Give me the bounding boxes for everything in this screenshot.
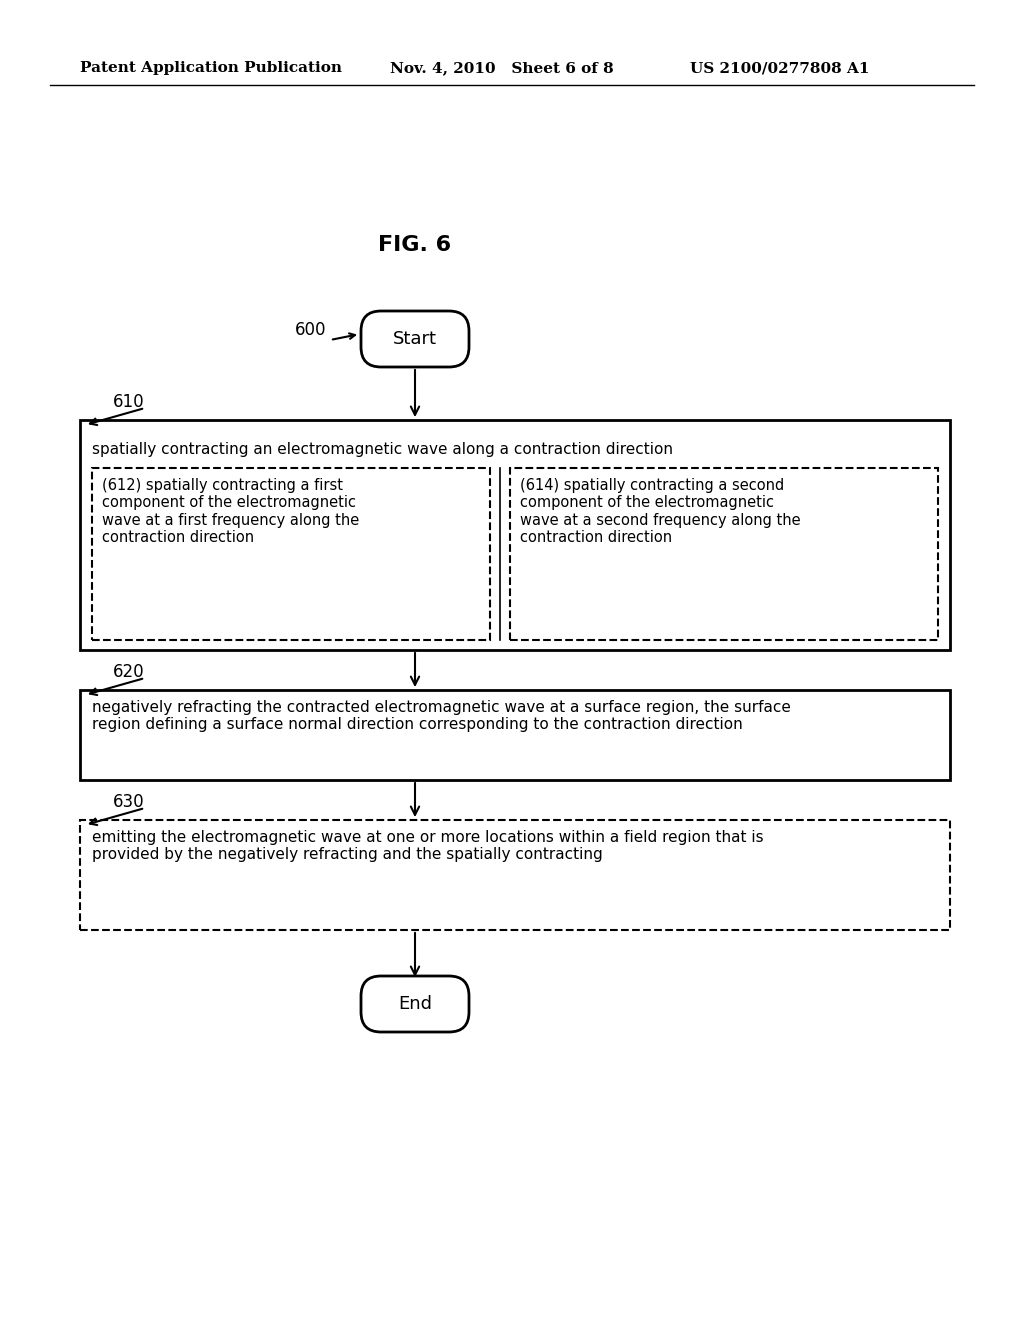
Text: End: End (398, 995, 432, 1012)
Text: 630: 630 (113, 793, 144, 810)
Bar (510, 469, 938, 640)
Text: 620: 620 (113, 663, 144, 681)
Bar (92, 469, 490, 640)
FancyBboxPatch shape (361, 312, 469, 367)
Text: negatively refracting the contracted electromagnetic wave at a surface region, t: negatively refracting the contracted ele… (92, 700, 791, 733)
Text: Nov. 4, 2010   Sheet 6 of 8: Nov. 4, 2010 Sheet 6 of 8 (390, 61, 613, 75)
Text: Patent Application Publication: Patent Application Publication (80, 61, 342, 75)
FancyBboxPatch shape (361, 975, 469, 1032)
Text: 610: 610 (113, 393, 144, 411)
Text: Start: Start (393, 330, 437, 348)
Bar (80, 820, 950, 931)
Text: FIG. 6: FIG. 6 (379, 235, 452, 255)
Text: (614) spatially contracting a second
component of the electromagnetic
wave at a : (614) spatially contracting a second com… (520, 478, 801, 545)
Text: US 2100/0277808 A1: US 2100/0277808 A1 (690, 61, 869, 75)
Bar (80, 690, 950, 780)
Text: emitting the electromagnetic wave at one or more locations within a field region: emitting the electromagnetic wave at one… (92, 830, 764, 862)
Text: 600: 600 (295, 321, 327, 339)
Text: spatially contracting an electromagnetic wave along a contraction direction: spatially contracting an electromagnetic… (92, 442, 673, 457)
Bar (80, 420, 950, 649)
Text: (612) spatially contracting a first
component of the electromagnetic
wave at a f: (612) spatially contracting a first comp… (102, 478, 359, 545)
